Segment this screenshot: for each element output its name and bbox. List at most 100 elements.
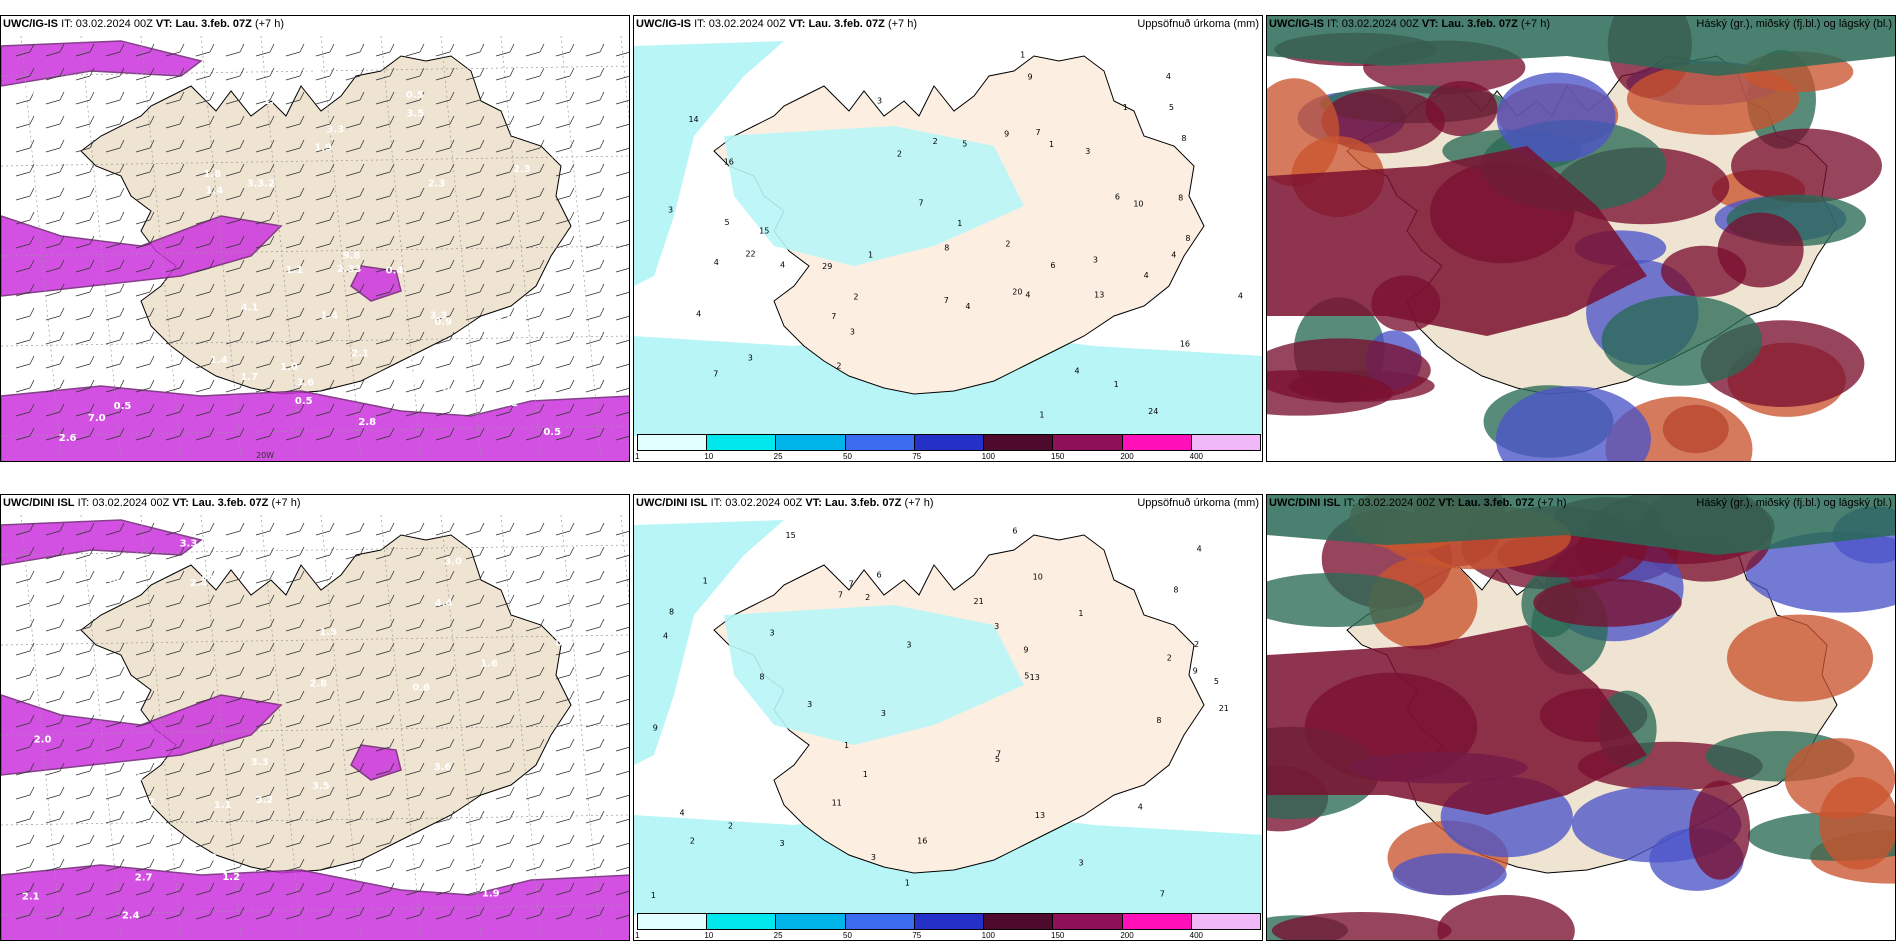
precip-value: 2 — [853, 292, 858, 301]
wind-barb — [15, 403, 35, 417]
colorbar-swatch — [1122, 914, 1192, 929]
wind-barb — [585, 594, 605, 608]
wind-barb — [195, 139, 215, 153]
wind-barb — [135, 786, 155, 800]
wind-barb — [285, 355, 305, 369]
wind-barb — [45, 810, 65, 824]
wind-barb — [375, 307, 395, 321]
wind-barb — [405, 331, 425, 345]
wind-barb — [285, 762, 305, 776]
colorbar-swatch — [1053, 914, 1123, 929]
wind-barb — [615, 770, 629, 776]
wind-barb — [45, 762, 65, 776]
wind-barb — [495, 163, 515, 177]
cloud-blob — [1819, 776, 1895, 870]
wind-barb — [585, 403, 605, 417]
wind-barb — [45, 43, 65, 57]
wind-barb — [465, 43, 485, 57]
wind-barb — [435, 163, 455, 177]
iceland-outline — [80, 55, 572, 395]
wind-barb — [375, 331, 395, 345]
wind-barb — [615, 291, 629, 297]
wind-barb — [15, 858, 35, 872]
wind-barb — [15, 762, 35, 776]
cloud-blob — [1321, 88, 1446, 154]
colorbar-tick: 150 — [1051, 452, 1065, 461]
wind-barb — [15, 187, 35, 201]
wind-barb — [405, 235, 425, 249]
wind-barb — [615, 411, 629, 417]
precip-value: 13 — [1030, 673, 1040, 682]
wind-barb — [195, 882, 215, 896]
cloud-map — [1267, 495, 1895, 940]
wind-value: 2.4 — [190, 578, 208, 589]
wind-barb — [285, 163, 305, 177]
wind-barb — [195, 738, 215, 752]
wind-barb — [525, 355, 545, 369]
wind-barb — [135, 43, 155, 57]
precip-value: 7 — [1036, 128, 1041, 137]
wind-barb — [45, 403, 65, 417]
wind-barb — [315, 403, 335, 417]
wind-barb — [75, 906, 95, 920]
wind-barb — [255, 211, 275, 225]
wind-barb — [405, 738, 425, 752]
wind-barb — [555, 546, 575, 560]
wind-barb — [345, 187, 365, 201]
precip-value: 1 — [1078, 609, 1083, 618]
wind-barb — [75, 427, 95, 441]
cloud-panel-row2: UWC/DINI ISL IT: 03.02.2024 00Z VT: Lau.… — [1266, 494, 1896, 941]
wind-barb — [525, 906, 545, 920]
wind-barb — [165, 546, 185, 560]
grid-line — [380, 35, 422, 457]
wind-barb — [45, 307, 65, 321]
precip-value: 4 — [1197, 544, 1202, 553]
wind-value: 1.6 — [551, 117, 569, 128]
wind-barb — [465, 546, 485, 560]
wind-barb — [225, 594, 245, 608]
precip-value: 7 — [944, 296, 949, 305]
wind-barb — [255, 91, 275, 105]
wind-barb — [615, 746, 629, 752]
precip-value: 3 — [668, 206, 673, 215]
colorbar-tick: 10 — [704, 931, 714, 940]
wind-barb — [315, 690, 335, 704]
precip-value: 6 — [1012, 527, 1017, 536]
wind-barb — [525, 67, 545, 81]
grid-line — [320, 514, 362, 936]
wind-barb — [75, 858, 95, 872]
colorbar-swatch — [707, 914, 777, 929]
wind-barb — [165, 211, 185, 225]
wind-barb — [255, 187, 275, 201]
wind-barb — [465, 786, 485, 800]
wind-barb — [225, 786, 245, 800]
panel-header: UWC/DINI ISL IT: 03.02.2024 00Z VT: Lau.… — [636, 497, 934, 509]
precip-value: 9 — [653, 724, 658, 733]
wind-barb — [345, 642, 365, 656]
wind-barb — [165, 834, 185, 848]
wind-barb — [75, 235, 95, 249]
wind-barb — [375, 163, 395, 177]
wind-barb — [45, 139, 65, 153]
wind-barb — [165, 738, 185, 752]
wind-barb — [465, 379, 485, 393]
grid-line — [20, 514, 62, 936]
wind-barb — [375, 522, 395, 536]
wind-barb — [615, 866, 629, 872]
precip-value: 1 — [651, 891, 656, 900]
grid-line — [80, 35, 122, 457]
precip-value: 2 — [1167, 653, 1172, 662]
wind-barb — [15, 91, 35, 105]
wind-barb — [255, 762, 275, 776]
precip-value: 2 — [865, 593, 870, 602]
wind-barb — [105, 379, 125, 393]
wind-barb — [255, 307, 275, 321]
wind-barb — [405, 810, 425, 824]
precip-value: 3 — [994, 622, 999, 631]
precip-value: 13 — [1035, 811, 1045, 820]
wind-barb — [525, 283, 545, 297]
wind-barb — [15, 163, 35, 177]
wind-barb — [495, 618, 515, 632]
wind-value: 18.9 — [489, 315, 514, 326]
wind-barb — [585, 427, 605, 441]
